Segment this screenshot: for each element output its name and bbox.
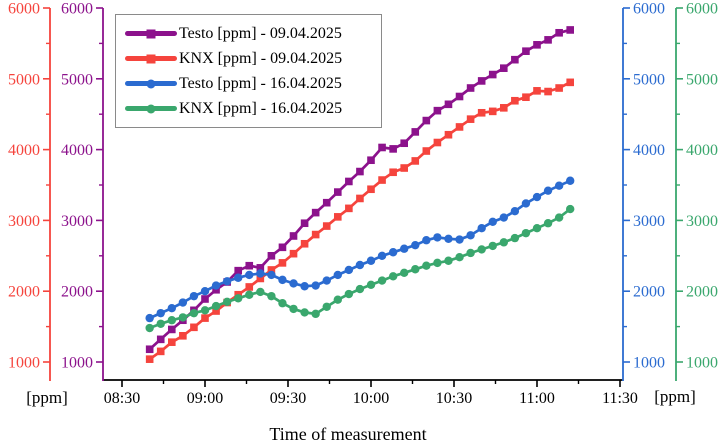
svg-text:5000: 5000 — [61, 71, 93, 88]
svg-text:6000: 6000 — [61, 1, 93, 18]
svg-text:09:30: 09:30 — [270, 390, 306, 407]
right-y-axis-unit-label: [ppm] — [654, 387, 696, 406]
svg-text:2000: 2000 — [8, 284, 40, 301]
svg-text:3000: 3000 — [61, 213, 93, 230]
svg-text:2000: 2000 — [61, 284, 93, 301]
legend-item-testo-0904: Testo [ppm] - 09.04.2025 — [116, 25, 381, 42]
legend-item-knx-1604: KNX [ppm] - 16.04.2025 — [116, 100, 381, 117]
svg-text:4000: 4000 — [61, 142, 93, 159]
svg-text:11:00: 11:00 — [519, 390, 555, 407]
chart-legend: Testo [ppm] - 09.04.2025 KNX [ppm] - 09.… — [115, 14, 382, 128]
svg-text:5000: 5000 — [8, 71, 40, 88]
legend-label: KNX [ppm] - 16.04.2025 — [179, 100, 343, 117]
svg-text:5000: 5000 — [633, 71, 665, 88]
legend-item-knx-0904: KNX [ppm] - 09.04.2025 — [116, 50, 381, 67]
svg-text:09:00: 09:00 — [187, 390, 223, 407]
svg-text:5000: 5000 — [686, 71, 718, 88]
square-marker-icon — [146, 54, 156, 63]
svg-text:10:30: 10:30 — [436, 390, 472, 407]
svg-text:6000: 6000 — [8, 1, 40, 18]
svg-text:3000: 3000 — [8, 213, 40, 230]
svg-text:11:30: 11:30 — [602, 390, 638, 407]
svg-text:1000: 1000 — [8, 355, 40, 372]
svg-text:1000: 1000 — [633, 355, 665, 372]
svg-text:2000: 2000 — [633, 284, 665, 301]
svg-text:4000: 4000 — [686, 142, 718, 159]
circle-marker-icon — [146, 79, 156, 88]
svg-text:10:00: 10:00 — [353, 390, 389, 407]
legend-label: KNX [ppm] - 09.04.2025 — [179, 50, 343, 67]
svg-text:6000: 6000 — [686, 1, 718, 18]
svg-text:2000: 2000 — [686, 284, 718, 301]
svg-text:1000: 1000 — [61, 355, 93, 372]
legend-label: Testo [ppm] - 09.04.2025 — [179, 25, 342, 42]
legend-item-testo-1604: Testo [ppm] - 16.04.2025 — [116, 75, 381, 92]
svg-text:3000: 3000 — [633, 213, 665, 230]
svg-text:1000: 1000 — [686, 355, 718, 372]
legend-label: Testo [ppm] - 16.04.2025 — [179, 75, 342, 92]
svg-text:6000: 6000 — [633, 1, 665, 18]
left-y-axis-unit-label: [ppm] — [26, 388, 68, 407]
knx-0904-line-swatch — [125, 54, 177, 63]
svg-text:4000: 4000 — [633, 142, 665, 159]
square-marker-icon — [146, 29, 156, 38]
knx-1604-line-swatch — [125, 104, 177, 113]
circle-marker-icon — [146, 104, 156, 113]
x-axis-title: Time of measurement — [269, 424, 426, 444]
svg-text:08:30: 08:30 — [104, 390, 140, 407]
svg-text:4000: 4000 — [8, 142, 40, 159]
svg-text:3000: 3000 — [686, 213, 718, 230]
testo-1604-line-swatch — [125, 79, 177, 88]
testo-0904-line-swatch — [125, 29, 177, 38]
